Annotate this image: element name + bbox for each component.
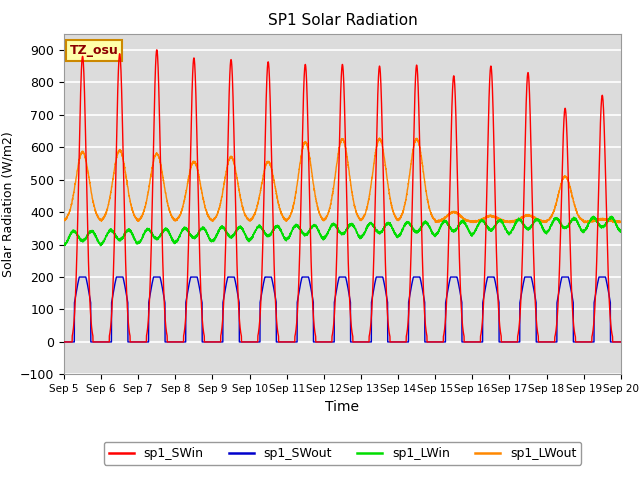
sp1_SWout (322, 339, 330, 345)
Y-axis label: Solar Radiation (W/m2): Solar Radiation (W/m2) (1, 131, 14, 277)
sp1_LWin (436, 225, 444, 230)
sp1_SWout (161, 295, 168, 301)
sp1_SWout (616, 339, 624, 345)
Legend: sp1_SWin, sp1_SWout, sp1_LWin, sp1_LWout: sp1_SWin, sp1_SWout, sp1_LWin, sp1_LWout (104, 442, 581, 465)
Line: sp1_SWout: sp1_SWout (64, 277, 621, 342)
sp1_LWout (616, 218, 624, 224)
sp1_SWout (467, 339, 475, 345)
sp1_LWout (499, 217, 507, 223)
Text: TZ_osu: TZ_osu (70, 44, 118, 57)
sp1_SWin (436, 339, 444, 345)
sp1_SWin (60, 339, 68, 345)
sp1_LWin (589, 214, 597, 219)
sp1_SWout (76, 274, 83, 280)
sp1_SWout (617, 339, 625, 345)
Title: SP1 Solar Radiation: SP1 Solar Radiation (268, 13, 417, 28)
Line: sp1_SWin: sp1_SWin (64, 50, 621, 342)
sp1_LWout (160, 180, 168, 186)
sp1_SWin (467, 339, 475, 345)
sp1_SWin (161, 299, 168, 304)
Line: sp1_LWin: sp1_LWin (64, 216, 621, 246)
sp1_LWin (97, 243, 104, 249)
sp1_SWin (617, 339, 625, 345)
sp1_LWin (60, 242, 68, 248)
Line: sp1_LWout: sp1_LWout (64, 138, 621, 223)
sp1_LWin (467, 232, 475, 238)
X-axis label: Time: Time (325, 400, 360, 414)
sp1_LWin (322, 234, 330, 240)
sp1_SWout (436, 339, 444, 345)
sp1_LWout (436, 217, 444, 223)
sp1_SWout (499, 339, 507, 345)
sp1_LWout (60, 217, 68, 223)
sp1_LWin (616, 229, 624, 235)
sp1_SWin (322, 339, 330, 345)
sp1_SWin (499, 339, 507, 345)
sp1_LWin (617, 228, 625, 234)
sp1_SWout (60, 339, 68, 345)
sp1_SWin (616, 339, 624, 345)
sp1_LWout (322, 215, 330, 221)
sp1_SWin (153, 47, 161, 53)
sp1_LWout (376, 135, 383, 141)
sp1_LWout (467, 219, 475, 225)
sp1_LWout (616, 220, 624, 226)
sp1_LWin (499, 220, 507, 226)
sp1_LWin (161, 227, 168, 232)
sp1_LWout (617, 219, 625, 225)
